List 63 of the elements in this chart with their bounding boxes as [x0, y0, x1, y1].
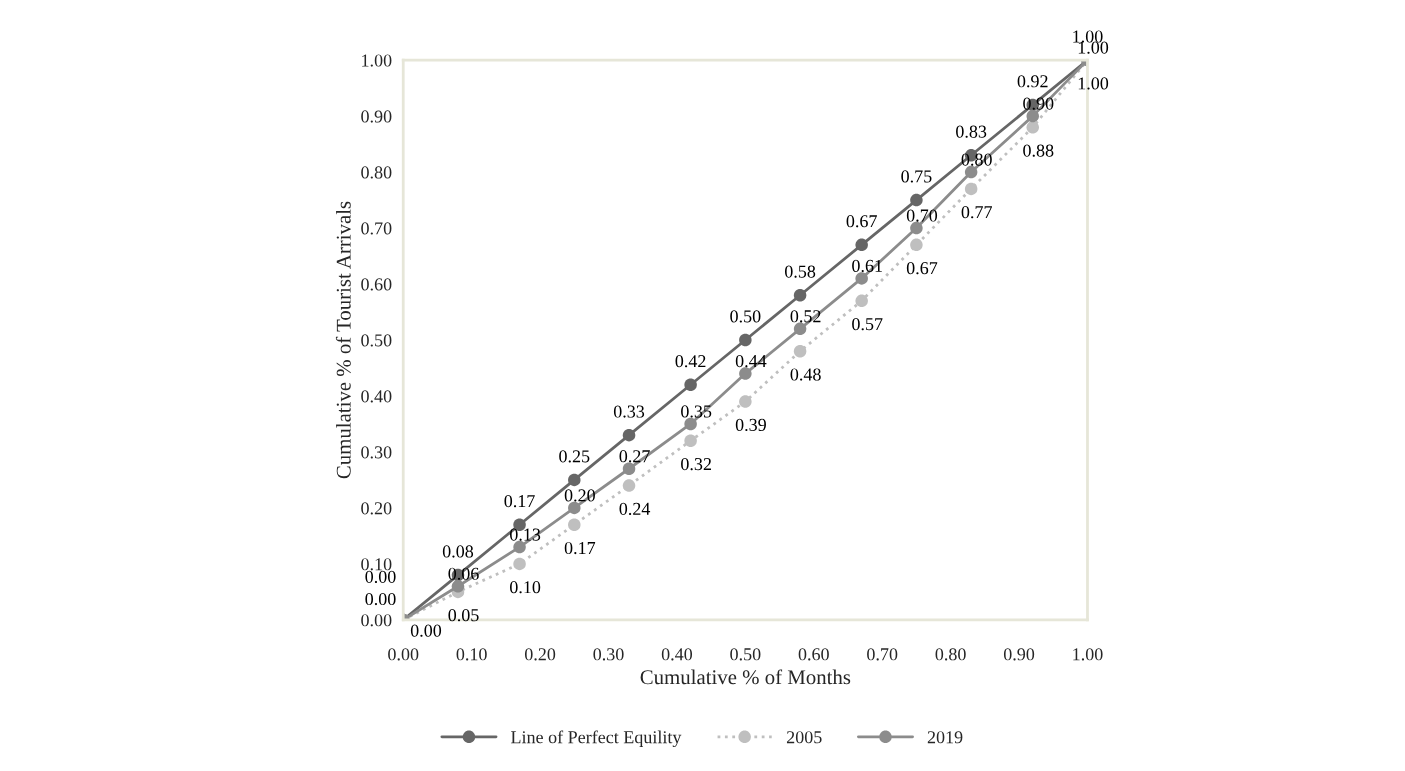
data-label: 0.50: [730, 310, 761, 323]
data-label: 0.17: [504, 494, 535, 508]
y-tick-label: 0.10: [361, 558, 392, 571]
data-label: 0.67: [906, 262, 938, 275]
data-label: 0.35: [681, 405, 712, 418]
y-axis-title: Cumulative % of Tourist Arrivals: [335, 201, 351, 479]
y-tick-label: 0.90: [361, 110, 392, 123]
x-tick-label: 1.00: [1073, 648, 1103, 661]
x-tick-label: 0.30: [593, 648, 624, 661]
y-tick-label: 0.70: [361, 222, 392, 235]
x-tick-label: 0.40: [661, 648, 693, 661]
data-label: 0.00: [410, 624, 442, 637]
data-label: 0.39: [735, 418, 766, 432]
data-label: 0.42: [675, 355, 706, 368]
x-tick-label: 0.70: [867, 648, 898, 661]
data-label: 0.24: [619, 502, 651, 515]
data-label: 0.05: [448, 609, 479, 622]
data-label: 0.92: [1017, 75, 1048, 88]
data-label: 0.57: [852, 318, 883, 331]
data-label: 0.90: [1023, 97, 1054, 110]
y-tick-label: 0.80: [361, 166, 392, 179]
data-label: 1.00: [1078, 41, 1109, 54]
data-label: 0.10: [510, 581, 541, 594]
data-label: 0.83: [956, 125, 987, 138]
data-label: 0.13: [510, 528, 541, 541]
x-axis-title: Cumulative % of Months: [640, 669, 851, 685]
y-tick-label: 0.30: [361, 446, 392, 459]
data-label: 0.20: [564, 489, 595, 502]
data-label: 0.70: [906, 209, 938, 222]
x-tick-label: 0.10: [456, 648, 487, 661]
x-tick-label: 0.20: [524, 648, 556, 661]
x-tick-label: 0.00: [388, 648, 419, 661]
y-tick-label: 0.00: [361, 614, 392, 627]
data-label: 0.25: [559, 450, 590, 463]
legend-label: 2005: [786, 731, 822, 744]
data-label: 0.17: [564, 541, 596, 555]
data-label: 0.61: [852, 259, 882, 273]
x-tick-label: 0.60: [798, 648, 829, 661]
y-tick-label: 0.40: [361, 390, 392, 403]
y-tick-label: 0.50: [361, 334, 392, 347]
data-label: 0.06: [448, 567, 479, 580]
y-tick-label: 1.00: [362, 54, 392, 67]
x-tick-label: 0.90: [1003, 648, 1035, 661]
x-tick-label: 0.80: [935, 648, 966, 661]
data-label: 1.00: [1073, 30, 1103, 43]
data-label: 0.27: [619, 450, 650, 463]
x-tick-label: 0.50: [730, 648, 761, 661]
data-label: 1.00: [1078, 77, 1109, 90]
data-label: 0.67: [846, 215, 877, 228]
data-label: 0.77: [961, 206, 992, 219]
data-label: 0.32: [681, 457, 711, 471]
data-label: 0.44: [735, 354, 767, 368]
data-label: 0.48: [790, 368, 821, 381]
data-label: 0.08: [442, 545, 474, 558]
legend-label: Line of Perfect Equility: [511, 730, 682, 748]
y-tick-label: 0.20: [361, 502, 392, 515]
data-label: 0.58: [784, 265, 816, 278]
y-tick-label: 0.60: [361, 278, 392, 291]
data-label: 0.52: [790, 310, 821, 323]
data-label: 0.88: [1023, 144, 1054, 157]
data-label: 0.75: [901, 170, 932, 183]
legend-label: 2019: [927, 731, 963, 744]
data-label: 0.33: [613, 405, 645, 418]
